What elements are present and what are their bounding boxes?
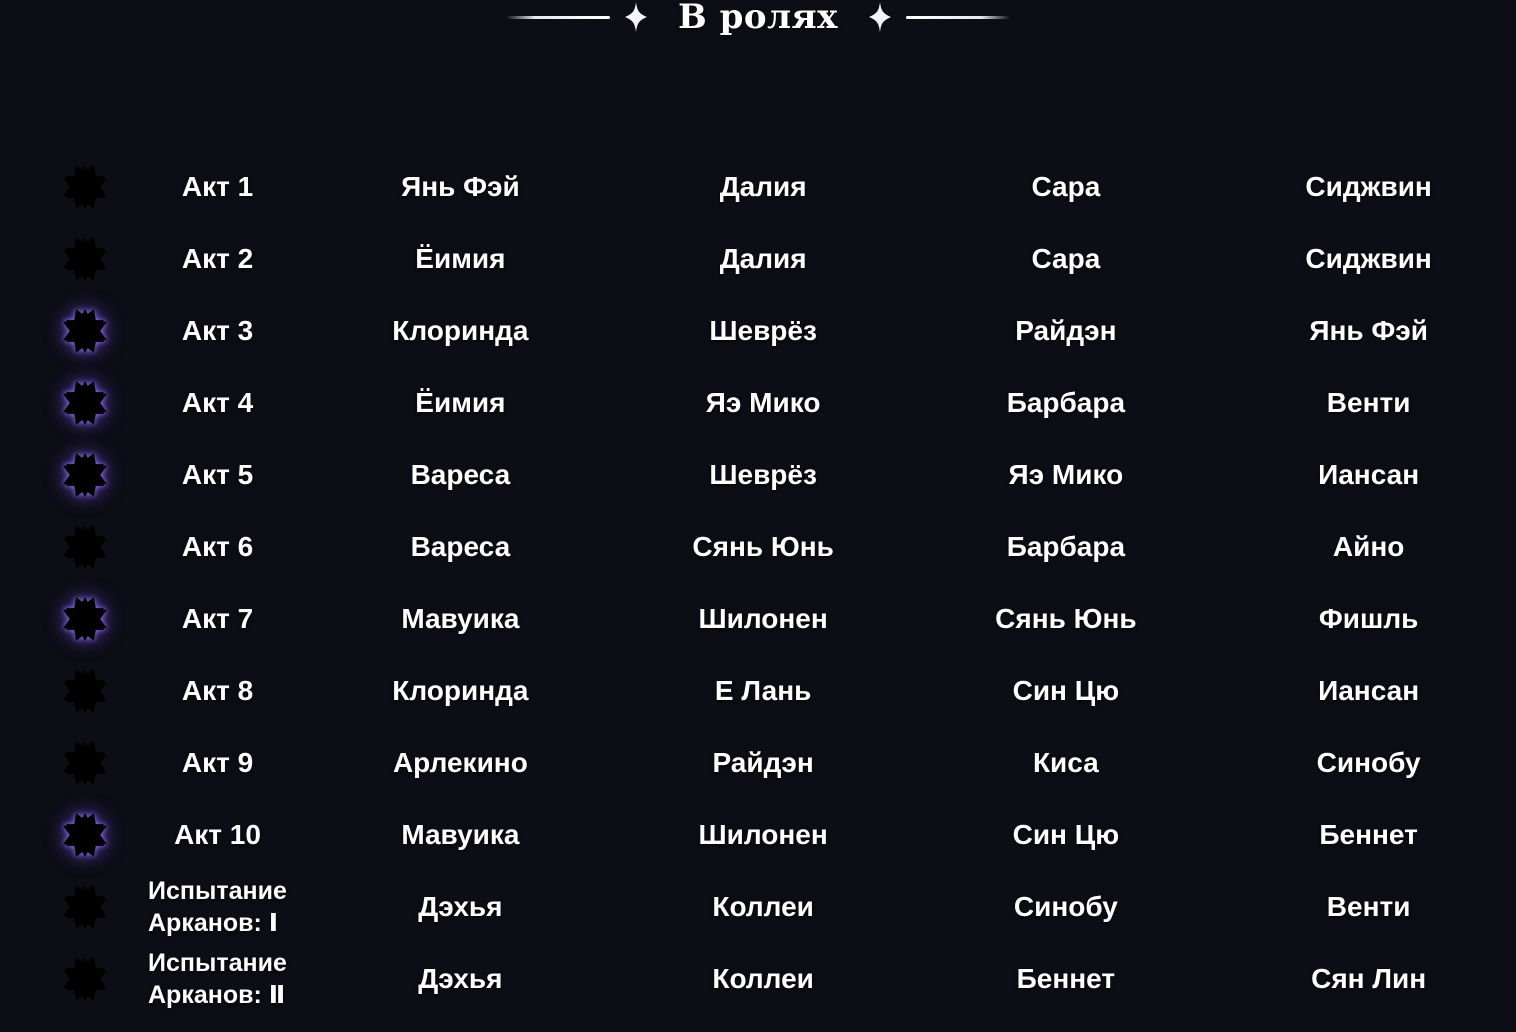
role-name: Син Цю xyxy=(1012,819,1120,850)
role-name: Райдэн xyxy=(712,747,814,778)
act-label: Акт 10 xyxy=(174,819,261,850)
role-name: Сянь Юнь xyxy=(692,531,834,562)
role-name: Беннет xyxy=(1016,963,1116,994)
role-name: Е Лань xyxy=(714,675,812,706)
act-status-star-icon xyxy=(63,309,107,353)
role-name: Коллеи xyxy=(712,963,814,994)
role-name: Киса xyxy=(1032,747,1099,778)
role-name: Мавуика xyxy=(401,819,520,850)
role-name: Ёимия xyxy=(415,243,506,274)
role-name: Барбара xyxy=(1006,531,1126,562)
role-name: Сянь Юнь xyxy=(995,603,1137,634)
role-name: Ёимия xyxy=(415,387,506,418)
act-status-star-icon xyxy=(63,813,107,857)
table-row: Акт 7 Мавуика Шилонен Сянь Юнь Фишль xyxy=(0,583,1516,655)
table-row: Испытание Арканов: Ⅰ Дэхья Коллеи Синобу… xyxy=(0,871,1516,943)
role-name: Шеврёз xyxy=(709,459,817,490)
role-name: Барбара xyxy=(1006,387,1126,418)
role-name: Арлекино xyxy=(392,747,528,778)
act-label: Акт 8 xyxy=(181,675,254,706)
table-row: Акт 2 Ёимия Далия Сара Сиджвин xyxy=(0,223,1516,295)
act-status-star-icon xyxy=(63,525,107,569)
role-name: Сян Лин xyxy=(1311,963,1427,994)
table-row: Акт 10 Мавуика Шилонен Син Цю Беннет xyxy=(0,799,1516,871)
act-label: Акт 5 xyxy=(181,459,254,490)
table-row: Акт 4 Ёимия Яэ Мико Барбара Венти xyxy=(0,367,1516,439)
role-name: Венти xyxy=(1326,387,1411,418)
act-label: Акт 4 xyxy=(181,387,254,418)
table-row: Акт 6 Вареса Сянь Юнь Барбара Айно xyxy=(0,511,1516,583)
act-label: Акт 9 xyxy=(181,747,254,778)
role-name: Венти xyxy=(1326,891,1411,922)
table-row: Испытание Арканов: Ⅱ Дэхья Коллеи Беннет… xyxy=(0,943,1516,1015)
role-name: Райдэн xyxy=(1015,315,1117,346)
role-name: Сара xyxy=(1031,243,1101,274)
act-label: Испытание Арканов: Ⅱ xyxy=(148,948,287,1010)
header: В ролях xyxy=(0,0,1516,40)
role-name: Клоринда xyxy=(392,675,529,706)
cast-table: Акт 1 Янь Фэй Далия Сара Сиджвин Акт 2 Ё… xyxy=(0,151,1516,1015)
table-row: Акт 8 Клоринда Е Лань Син Цю Иансан xyxy=(0,655,1516,727)
role-name: Сиджвин xyxy=(1305,171,1432,202)
header-divider-line-left xyxy=(506,15,611,19)
role-name: Мавуика xyxy=(401,603,520,634)
role-name: Сиджвин xyxy=(1305,243,1432,274)
act-status-star-icon xyxy=(63,453,107,497)
role-name: Клоринда xyxy=(392,315,529,346)
role-name: Дэхья xyxy=(418,963,503,994)
role-name: Синобу xyxy=(1013,891,1118,922)
role-name: Син Цю xyxy=(1012,675,1120,706)
role-name: Иансан xyxy=(1318,459,1420,490)
act-label: Акт 7 xyxy=(181,603,254,634)
act-label: Акт 2 xyxy=(181,243,254,274)
table-row: Акт 9 Арлекино Райдэн Киса Синобу xyxy=(0,727,1516,799)
role-name: Айно xyxy=(1332,531,1405,562)
act-label: Акт 1 xyxy=(181,171,254,202)
act-label: Акт 6 xyxy=(181,531,254,562)
role-name: Беннет xyxy=(1319,819,1418,850)
role-name: Вареса xyxy=(410,459,511,490)
table-row: Акт 3 Клоринда Шеврёз Райдэн Янь Фэй xyxy=(0,295,1516,367)
role-name: Шилонен xyxy=(698,819,828,850)
page-title: В ролях xyxy=(678,0,838,37)
role-name: Яэ Мико xyxy=(705,387,821,418)
act-status-star-icon xyxy=(63,381,107,425)
role-name: Шеврёз xyxy=(709,315,817,346)
role-name: Янь Фэй xyxy=(401,171,520,202)
role-name: Янь Фэй xyxy=(1309,315,1428,346)
role-name: Далия xyxy=(719,171,807,202)
sparkle-icon xyxy=(868,2,891,32)
act-status-star-icon xyxy=(63,237,107,281)
act-status-star-icon xyxy=(63,669,107,713)
role-name: Сара xyxy=(1031,171,1101,202)
act-status-star-icon xyxy=(63,597,107,641)
role-name: Фишль xyxy=(1318,603,1419,634)
role-name: Синобу xyxy=(1316,747,1421,778)
sparkle-icon xyxy=(625,2,648,32)
role-name: Дэхья xyxy=(418,891,503,922)
act-status-star-icon xyxy=(63,885,107,929)
table-row: Акт 5 Вареса Шеврёз Яэ Мико Иансан xyxy=(0,439,1516,511)
act-status-star-icon xyxy=(63,165,107,209)
act-label: Испытание Арканов: Ⅰ xyxy=(148,876,287,938)
role-name: Яэ Мико xyxy=(1008,459,1124,490)
header-divider-line-right xyxy=(905,15,1010,19)
act-status-star-icon xyxy=(63,741,107,785)
table-row: Акт 1 Янь Фэй Далия Сара Сиджвин xyxy=(0,151,1516,223)
act-status-star-icon xyxy=(63,957,107,1001)
role-name: Далия xyxy=(719,243,807,274)
act-label: Акт 3 xyxy=(181,315,254,346)
role-name: Шилонен xyxy=(698,603,828,634)
role-name: Вареса xyxy=(410,531,511,562)
role-name: Коллеи xyxy=(712,891,814,922)
role-name: Иансан xyxy=(1318,675,1420,706)
